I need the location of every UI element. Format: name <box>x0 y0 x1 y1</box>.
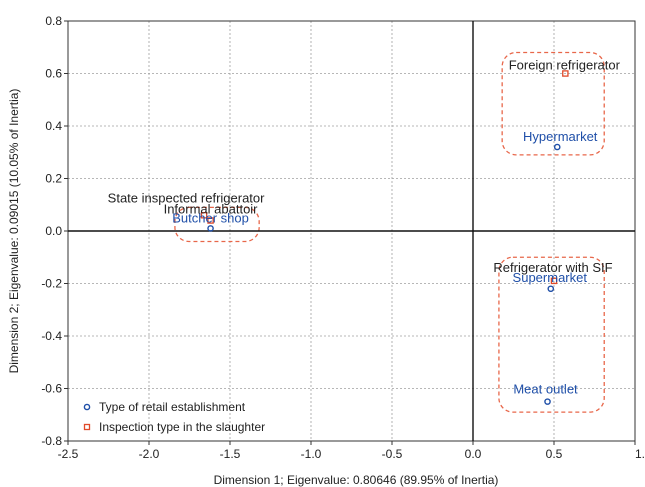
group-foreign-hypermarket <box>501 51 605 156</box>
points-layer <box>200 70 569 405</box>
y-tick-label-1: 0.6 <box>45 67 62 81</box>
point-state-inspected-refrigerator <box>200 211 208 219</box>
y-tick-label-3: 0.2 <box>45 172 62 186</box>
point-supermarket <box>547 285 555 293</box>
point-label-state-inspected-refrigerator: State inspected refrigerator <box>108 190 265 205</box>
point-foreign-refrigerator <box>562 70 569 77</box>
legend-square-marker <box>83 423 91 431</box>
x-tick-label-3: -1.0 <box>301 447 322 461</box>
point-label-foreign-refrigerator: Foreign refrigerator <box>509 58 621 73</box>
point-labels-layer: Hypermarket Butcher shop Supermarket Meat o… <box>108 58 621 397</box>
x-tick-label-5: 0.0 <box>465 447 482 461</box>
legend: Type of retail establishment Inspection … <box>83 400 265 434</box>
point-label-refrigerator-with-sif: Refrigerator with SIF <box>493 260 612 275</box>
legend-label-retail: Type of retail establishment <box>99 400 246 414</box>
legend-label-inspection: Inspection type in the slaughter <box>99 420 265 434</box>
point-label-butcher-shop: Butcher shop <box>172 210 249 225</box>
point-label-meat-outlet: Meat outlet <box>513 382 578 397</box>
x-axis-title: Dimension 1; Eigenvalue: 0.80646 (89.95%… <box>214 473 499 487</box>
x-tick-label-6: 0.5 <box>546 447 563 461</box>
y-tick-label-4: 0.0 <box>45 224 62 238</box>
point-butcher-shop <box>207 225 214 232</box>
point-refrigerator-with-sif <box>550 277 558 285</box>
x-tick-label-4: -0.5 <box>382 447 403 461</box>
y-tick-label-7: -0.6 <box>41 382 62 396</box>
y-tick-label-2: 0.4 <box>45 119 62 133</box>
y-axis-title: Dimension 2; Eigenvalue: 0.09015 (10.05%… <box>7 89 21 374</box>
group-supermarket-meat <box>498 256 605 413</box>
group-outline-layer <box>174 51 605 413</box>
axes-layer: -2.5 -2.0 -1.5 -1.0 -0.5 0.0 0.5 1.0 0.8 0.6 0.4 0.… <box>41 14 645 461</box>
y-tick-label-0: 0.8 <box>45 14 62 28</box>
x-tick-label-2: -1.5 <box>220 447 241 461</box>
group-butcher <box>174 206 260 243</box>
point-meat-outlet <box>544 398 551 405</box>
y-tick-label-6: -0.4 <box>41 329 62 343</box>
x-tick-label-7: 1.0 <box>635 447 645 461</box>
legend-circle-marker <box>83 403 91 411</box>
point-informal-abattoir <box>207 217 214 224</box>
point-label-informal-abattoir: Informal abattoir <box>164 202 259 217</box>
point-label-hypermarket: Hypermarket <box>523 129 598 144</box>
point-hypermarket <box>553 143 561 151</box>
x-tick-label-0: -2.5 <box>58 447 79 461</box>
y-tick-label-5: -0.2 <box>41 277 62 291</box>
y-tick-label-8: -0.8 <box>41 434 62 448</box>
x-tick-label-1: -2.0 <box>139 447 160 461</box>
point-label-supermarket: Supermarket <box>513 270 588 285</box>
